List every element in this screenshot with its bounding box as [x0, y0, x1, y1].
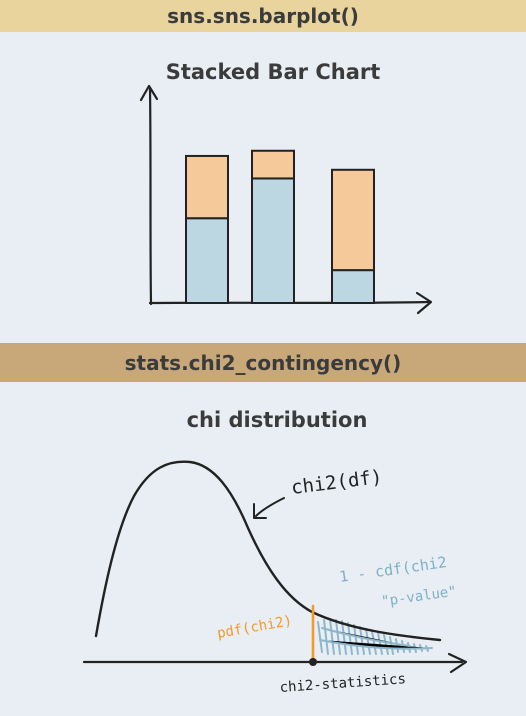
- bar-2-segment-2: [251, 149, 295, 180]
- bars-group: [185, 149, 375, 305]
- chi-distribution-diagram: chi2(df) 1 - cdf(chi2 "p-value" pdf(chi2…: [82, 460, 468, 696]
- p-value-label: "p-value": [380, 584, 457, 610]
- one-minus-cdf-label: 1 - cdf(chi2: [338, 553, 448, 586]
- chi2-section-header: stats.chi2_contingency(): [0, 343, 526, 382]
- bar-3-segment-2: [331, 168, 375, 272]
- chi2-statistics-label: chi2-statistics: [279, 671, 406, 696]
- p-value-hatch-area: [317, 618, 433, 655]
- bar-1-segment-1: [185, 217, 229, 304]
- chi-x-axis-arrow-icon: [447, 652, 468, 674]
- barplot-section-header: sns.sns.barplot(): [0, 0, 526, 32]
- chi2-pdf-curve: [94, 460, 442, 642]
- stacked-bar-chart: [139, 84, 433, 315]
- x-axis-arrow-icon: [415, 291, 433, 315]
- bar-3-segment-1: [331, 269, 375, 305]
- statistic-point-marker: [309, 658, 317, 666]
- curve-pointer-line: [255, 497, 285, 517]
- chi2-df-label: chi2(df): [290, 466, 384, 499]
- chi-distribution-title: chi distribution: [186, 408, 368, 432]
- y-axis-arrow-icon: [139, 84, 159, 102]
- y-axis-line: [148, 86, 153, 306]
- pdf-chi2-label: pdf(chi2): [216, 613, 293, 642]
- stacked-bar-chart-title: Stacked Bar Chart: [165, 60, 381, 84]
- bar-1-segment-2: [185, 154, 229, 220]
- bar-2-segment-1: [251, 177, 295, 304]
- curve-pointer-arrow-icon: [253, 503, 267, 519]
